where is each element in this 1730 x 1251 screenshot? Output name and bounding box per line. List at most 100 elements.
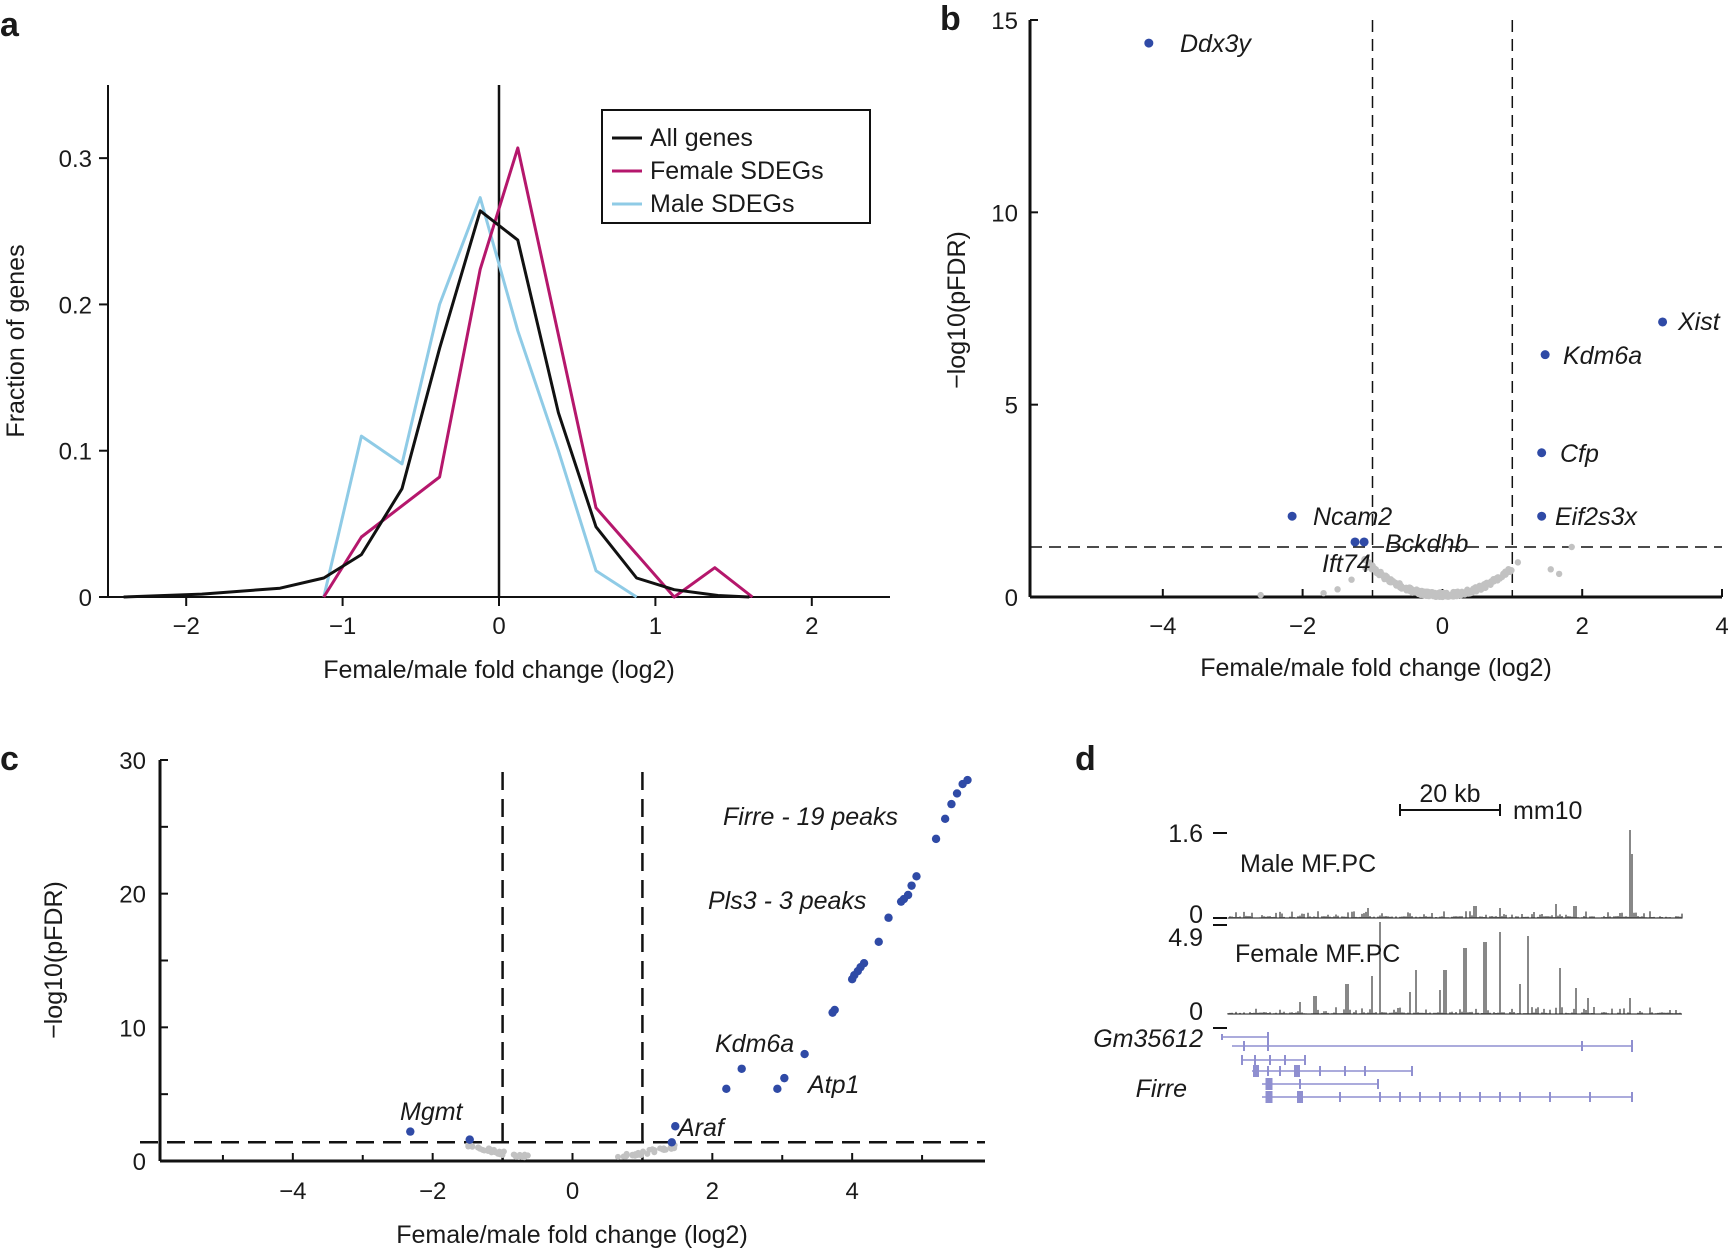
nonsig-point <box>1320 589 1327 597</box>
gene-model-exon <box>1267 1032 1269 1042</box>
gene-model-exon <box>1299 1079 1301 1089</box>
nonsig-point <box>1455 591 1462 598</box>
gene-model-exon <box>1253 1065 1259 1077</box>
gene-model-exon <box>1221 1034 1223 1040</box>
sig-point-bckdhb <box>1359 537 1369 547</box>
label-eif2s3x: Eif2s3x <box>1555 503 1638 531</box>
panel-b-volcano: −4 −2 0 2 4 0 5 10 15 Female/male fold change (lo… <box>943 8 1729 682</box>
y-tick-label: 10 <box>991 200 1018 227</box>
legend-label-all-genes: All genes <box>650 124 753 152</box>
y-tick-label: 5 <box>1005 393 1018 420</box>
series-line-all-genes <box>123 209 750 599</box>
y-tick-label: 0 <box>79 585 92 612</box>
nonsig-point <box>1387 578 1395 586</box>
y-tick-label: 0.1 <box>59 439 92 466</box>
nonsig-point <box>516 1151 523 1158</box>
gene-model-exon <box>1439 1092 1441 1102</box>
gene-model-exon <box>1254 1055 1256 1065</box>
legend-label-male: Male SDEGs <box>650 190 794 218</box>
female-track-max: 4.9 <box>1168 924 1203 952</box>
sig-point <box>406 1127 415 1136</box>
nonsig-point <box>476 1145 483 1152</box>
gene-model-exon <box>1419 1092 1421 1102</box>
male-track-min: 0 <box>1189 901 1203 929</box>
x-tick-label: 4 <box>845 1178 858 1205</box>
gene-model-exon <box>1589 1092 1591 1102</box>
gene-model-exon <box>1631 1092 1633 1102</box>
series-line-female-sdegs <box>322 146 754 599</box>
sig-point <box>667 1138 676 1147</box>
label-xist: Xist <box>1677 308 1721 336</box>
panel-label-a: a <box>0 6 20 44</box>
gene-firre-label: Firre <box>1136 1075 1187 1103</box>
panel-label-b: b <box>940 0 961 38</box>
sig-point <box>940 814 950 824</box>
y-tick-label: 0.2 <box>59 292 92 319</box>
nonsig-point <box>1334 586 1341 593</box>
sig-point <box>907 881 916 890</box>
sig-point <box>828 1008 837 1017</box>
x-axis-label: Female/male fold change (log2) <box>1200 654 1552 682</box>
legend-box <box>601 109 871 224</box>
gene-model-exon <box>1267 1041 1269 1051</box>
x-tick-label: 2 <box>805 613 818 640</box>
sig-point <box>737 1064 746 1073</box>
label-araf: Araf <box>676 1114 727 1142</box>
nonsig-point <box>1433 591 1441 598</box>
gene-model-exon <box>1267 1066 1269 1076</box>
gene-model-exon <box>1581 1041 1583 1051</box>
nonsig-point <box>524 1152 531 1159</box>
x-tick-label: −2 <box>419 1178 446 1205</box>
x-tick-label: 4 <box>1715 613 1728 640</box>
gene-model-exon <box>1339 1092 1341 1102</box>
y-tick-label: 20 <box>119 882 146 909</box>
nonsig-point <box>1483 579 1490 587</box>
nonsig-point <box>1555 570 1563 578</box>
female-signal-track <box>1227 922 1682 1015</box>
nonsig-point <box>1568 543 1575 551</box>
nonsig-point <box>668 1145 675 1152</box>
male-track-label: Male MF.PC <box>1240 850 1376 878</box>
label-kdm6a-b: Kdm6a <box>1563 342 1642 370</box>
panel-b-gene-labels: Ddx3y Xist Kdm6a Cfp Eif2s3x Ncam2 Bckdh… <box>1180 30 1721 578</box>
gene-model-exon <box>1294 1065 1300 1077</box>
gene-model-exon <box>1399 1092 1401 1102</box>
label-kdm6a-c: Kdm6a <box>715 1030 794 1058</box>
y-axis-label: −log10(pFDR) <box>943 231 971 389</box>
gene-model-exon <box>1519 1092 1521 1102</box>
sig-point <box>958 779 967 789</box>
label-bckdhb: Bckdhb <box>1385 530 1468 558</box>
gene-model-exon <box>1243 1041 1245 1051</box>
nonsig-point <box>1440 589 1447 597</box>
sig-point <box>780 1073 789 1083</box>
y-tick-label: 10 <box>119 1015 146 1042</box>
nonsig-point <box>614 1153 621 1160</box>
gene-model-exon <box>1459 1092 1461 1102</box>
nonsig-point <box>622 1153 629 1160</box>
gene-model-exon <box>1479 1092 1481 1102</box>
x-tick-label: 0 <box>1436 613 1449 640</box>
gene-model-exon <box>1364 1066 1366 1076</box>
panel-a-density-chart: −2 −1 0 1 2 0 0.1 0.2 0.3 Female/male fold change… <box>2 85 890 684</box>
x-tick-label: 0 <box>492 613 505 640</box>
sig-point-xist <box>1658 317 1668 327</box>
male-signal-track <box>1227 830 1683 919</box>
x-tick-label: −2 <box>1289 613 1316 640</box>
nonsig-point <box>1507 568 1514 575</box>
gene-model-exon <box>1377 1079 1379 1089</box>
nonsig-point <box>637 1152 644 1159</box>
sig-point <box>874 937 883 946</box>
x-tick-label: −1 <box>329 613 356 640</box>
gene-model-exon <box>1297 1091 1303 1103</box>
sig-point <box>931 834 941 844</box>
y-tick-label: 30 <box>119 748 146 775</box>
gene-model-exon <box>1411 1066 1413 1076</box>
x-axis-label: Female/male fold change (log2) <box>396 1221 748 1249</box>
nonsig-point <box>1547 566 1554 573</box>
panel-c-volcano: −4 −2 0 2 4 0 10 20 30 Female/male fold change (l… <box>40 748 985 1249</box>
nonsig-point <box>1348 576 1355 583</box>
nonsig-point <box>511 1151 518 1158</box>
gene-model-exon <box>1241 1055 1243 1065</box>
sig-point-kdm6a <box>1540 350 1550 360</box>
